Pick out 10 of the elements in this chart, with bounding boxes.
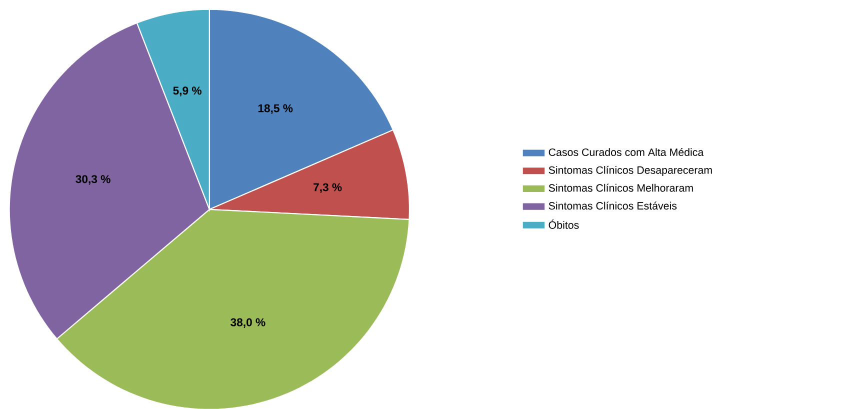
legend-label: Sintomas Clínicos Desapareceram — [548, 166, 712, 176]
data-label: 38,0 % — [230, 318, 266, 328]
data-label: 30,3 % — [76, 174, 110, 185]
legend-label: Óbitos — [548, 219, 579, 229]
legend-label: Casos Curados com Alta Médica — [548, 148, 704, 156]
legend-label: Sintomas Clínicos Estáveis — [548, 201, 677, 210]
data-label: 7,3 % — [314, 182, 342, 193]
data-label: 5,9 % — [173, 86, 202, 96]
data-label: 18,5 % — [258, 104, 293, 114]
legend-label: Sintomas Clínicos Melhoraram — [548, 184, 693, 192]
